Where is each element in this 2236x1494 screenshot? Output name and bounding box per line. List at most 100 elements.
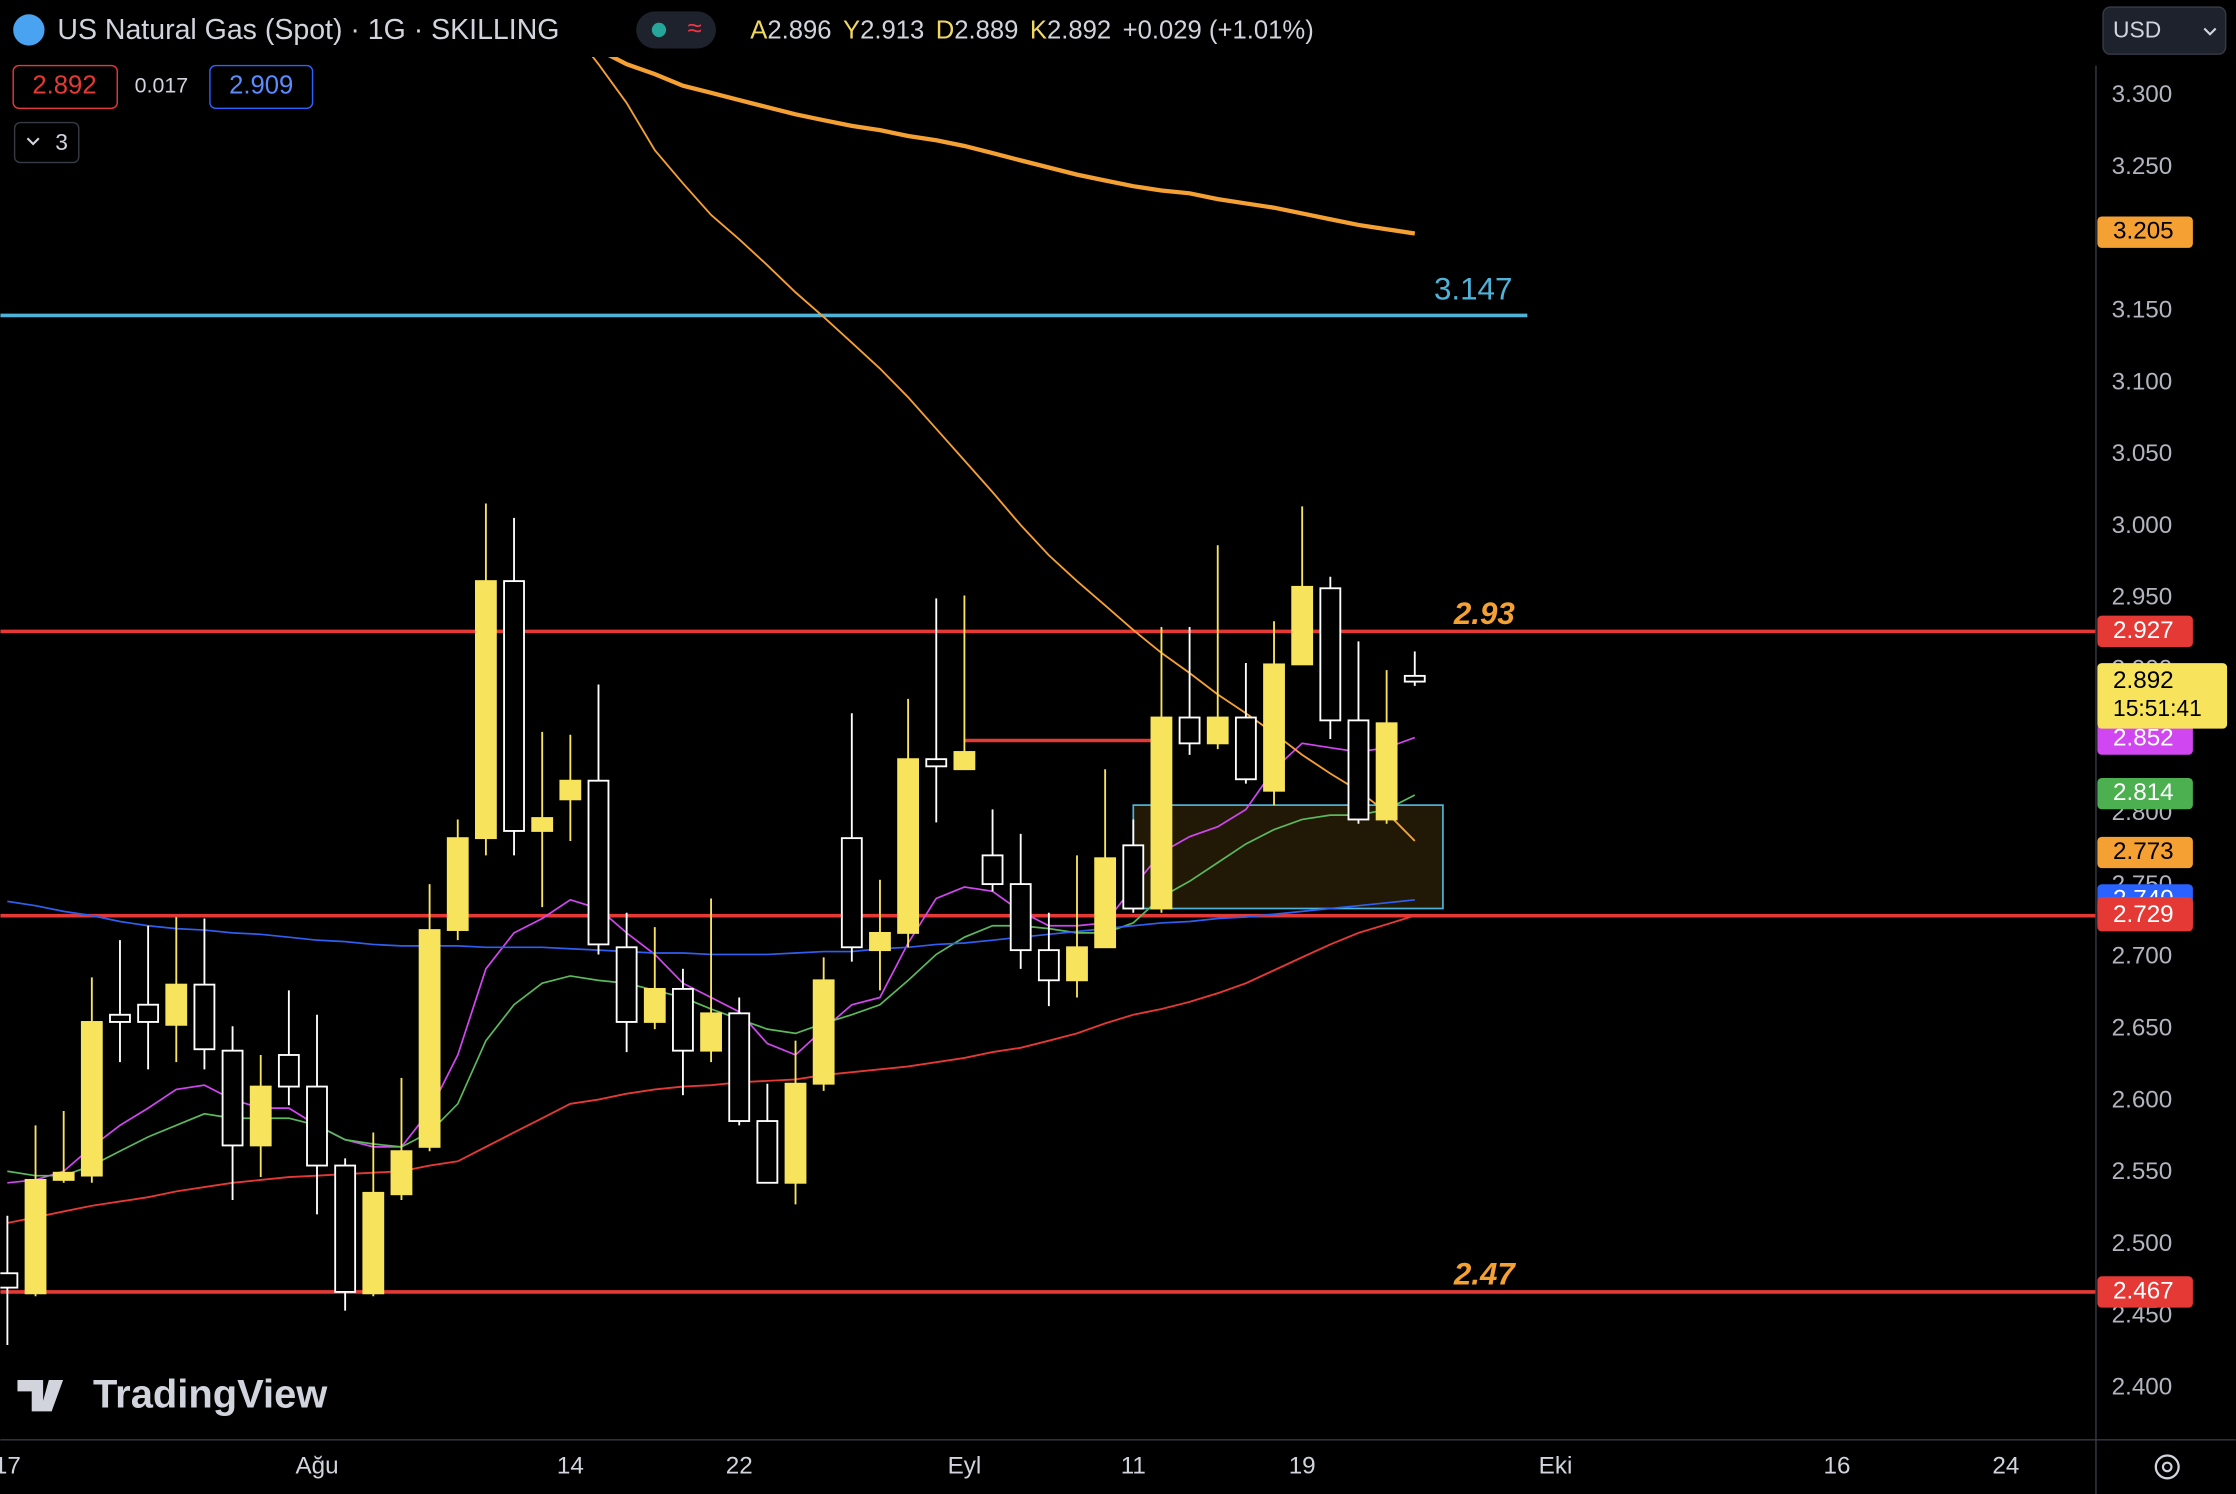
- brand-logo: TradingView: [17, 1373, 328, 1417]
- candle-body: [1009, 883, 1032, 952]
- price-tag: [2097, 1276, 2193, 1308]
- price-tag: [2097, 723, 2193, 755]
- ohlc-key: Y: [843, 16, 860, 44]
- price-tag: [2097, 216, 2193, 248]
- ohlc-value: 2.913: [860, 16, 924, 44]
- candle-body: [221, 1049, 244, 1147]
- candle-body: [1347, 719, 1370, 821]
- candle-body: [587, 779, 610, 946]
- candle-body: [869, 931, 891, 952]
- price-tag-label: 2.773: [2113, 838, 2174, 865]
- x-tick-label: 22: [726, 1452, 753, 1479]
- gear-hub: [2161, 1461, 2173, 1473]
- settings-icon[interactable]: [2154, 1454, 2180, 1480]
- symbol-title[interactable]: US Natural Gas (Spot) · 1G · SKILLING: [57, 14, 559, 46]
- bid-price[interactable]: 2.892: [32, 72, 96, 100]
- candle-body: [418, 929, 441, 1148]
- price-tag-label: 2.467: [2113, 1277, 2174, 1304]
- price-tag: [2097, 836, 2193, 869]
- candle-body: [784, 1082, 807, 1184]
- x-tick-label: Eyl: [948, 1452, 982, 1479]
- x-tick-label: 14: [557, 1452, 584, 1479]
- y-tick-label: 3.050: [2112, 440, 2173, 467]
- price-tag: [2097, 900, 2193, 932]
- support-zone: [1132, 804, 1444, 910]
- candle-body: [362, 1191, 385, 1295]
- candle-body: [1319, 587, 1342, 722]
- currency-select[interactable]: [2102, 6, 2227, 55]
- candle-body: [1037, 949, 1060, 982]
- ask-price[interactable]: 2.909: [229, 72, 293, 100]
- y-tick-label: 3.150: [2112, 297, 2173, 324]
- y-tick-label: 2.700: [2112, 943, 2173, 970]
- candle-body: [80, 1021, 103, 1177]
- y-tick-label: 3.250: [2112, 153, 2173, 180]
- candle-body: [812, 979, 835, 1085]
- y-tick-label: 2.600: [2112, 1086, 2173, 1113]
- moving-average: [608, 57, 1416, 236]
- indicator-toggle[interactable]: [13, 121, 80, 164]
- candle-body: [165, 983, 188, 1026]
- candle-body: [1066, 946, 1088, 982]
- x-tick-label: Ağu: [295, 1452, 338, 1479]
- y-tick-label: 3.000: [2112, 512, 2173, 539]
- ohlc-value: 2.889: [954, 16, 1018, 44]
- candle-body: [981, 854, 1004, 886]
- ohlc-values: A2.896 Y2.913 D2.889 K2.892 +0.029 (+1.01%): [750, 16, 1314, 44]
- indicator-count[interactable]: 3: [55, 129, 68, 155]
- level-label: 2.93: [1453, 596, 1516, 631]
- status-pill[interactable]: [636, 11, 716, 49]
- candle-body: [700, 1012, 722, 1052]
- candle-body: [897, 758, 920, 934]
- level-label: 2.47: [1453, 1257, 1517, 1292]
- chevron: [2203, 27, 2217, 36]
- spread: 0.017: [135, 74, 189, 98]
- price-axis: 3.3003.2503.2003.1503.1003.0503.0002.950…: [2097, 81, 2228, 1401]
- moving-average: [7, 914, 1416, 1224]
- candle-body: [52, 1171, 75, 1181]
- candle-body: [756, 1120, 779, 1184]
- y-tick-label: 2.500: [2112, 1230, 2173, 1257]
- currency[interactable]: USD: [2113, 16, 2161, 42]
- ohlc-key: A: [750, 16, 768, 44]
- candle-body: [109, 1013, 131, 1023]
- candle-body: [503, 580, 525, 832]
- price-tag: [2097, 777, 2193, 810]
- candle-body: [1206, 716, 1229, 745]
- gear[interactable]: [2154, 1454, 2180, 1480]
- x-tick-label: 16: [1824, 1452, 1851, 1479]
- y-tick-label: 2.400: [2112, 1374, 2173, 1401]
- candle-body: [0, 1272, 19, 1289]
- candle-body: [446, 837, 469, 931]
- candle-body: [277, 1054, 300, 1088]
- price-tag: [2097, 615, 2193, 648]
- market-status: [651, 22, 667, 38]
- x-tick-label: 24: [1992, 1452, 2019, 1479]
- bid-box[interactable]: [12, 64, 118, 110]
- candle-body: [840, 837, 863, 949]
- candle-body: [531, 817, 554, 832]
- candle-body: [1234, 716, 1257, 781]
- price-tag-label: 2.852: [2113, 724, 2174, 751]
- level-label: 3.147: [1434, 271, 1512, 306]
- brand-name: TradingView: [93, 1373, 328, 1417]
- ohlc-key: K: [1030, 16, 1047, 44]
- y-tick-label: 3.100: [2112, 368, 2173, 395]
- x-tick-label: 19: [1289, 1452, 1316, 1479]
- x-tick-label: 11: [1121, 1452, 1146, 1479]
- candle-body: [615, 946, 638, 1023]
- candle-body: [672, 987, 694, 1052]
- candle-body: [1403, 674, 1426, 683]
- candle-body: [1094, 857, 1117, 949]
- candle-body: [193, 983, 216, 1051]
- y-tick-label: 3.300: [2112, 81, 2173, 108]
- symbol-icon: [13, 14, 45, 46]
- ask-box[interactable]: [209, 64, 314, 110]
- ohlc-key: D: [936, 16, 955, 44]
- candle-body: [137, 1003, 160, 1023]
- price-tag-label: 2.729: [2113, 901, 2174, 928]
- candle-body: [249, 1085, 272, 1147]
- candle-body: [559, 779, 582, 801]
- candle-body: [334, 1164, 357, 1293]
